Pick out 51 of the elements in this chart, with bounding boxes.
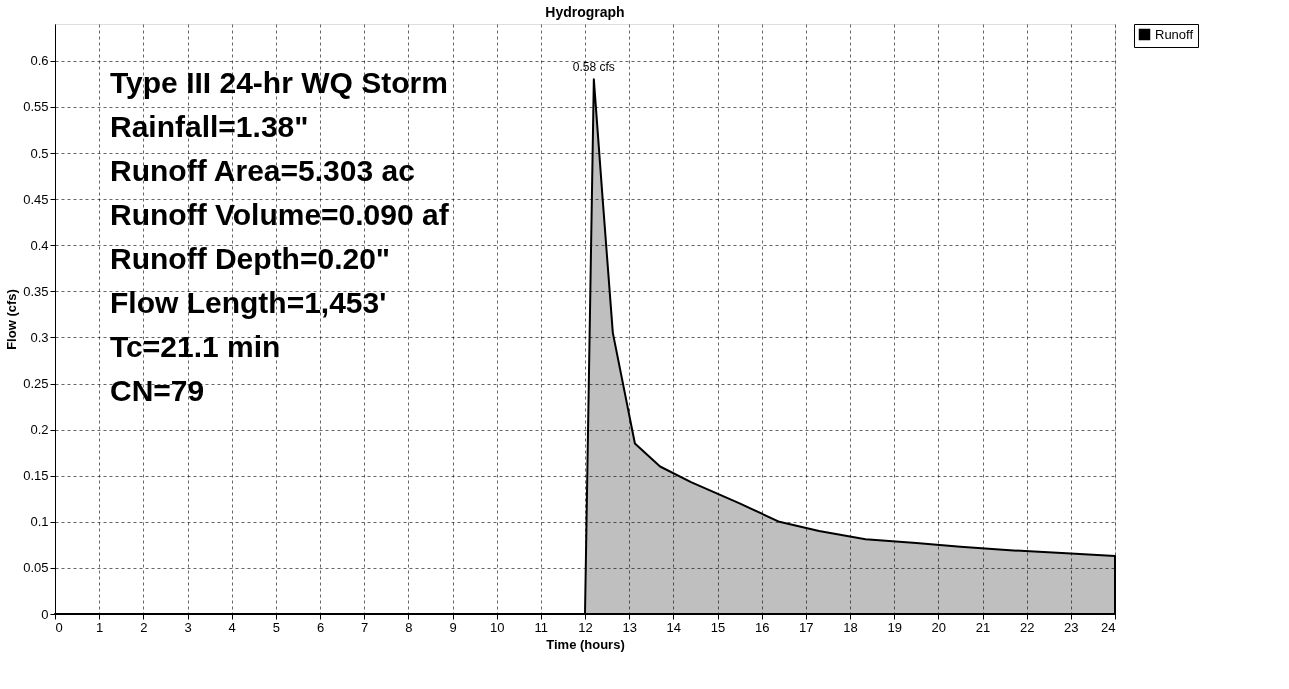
y-tick-label: 0.4 [30,237,49,253]
x-tick-label: 16 [754,619,770,635]
x-tick-label: 21 [975,619,991,635]
x-tick-label: 0 [55,619,63,635]
x-tick-label: 13 [622,619,637,635]
annotation: Tc=21.1 min [110,330,281,363]
y-tick-label: 0.3 [30,329,49,345]
annotation: Flow Length=1,453' [110,286,387,319]
x-tick-label: 1 [96,619,104,635]
chart-title: Hydrograph [545,3,625,20]
x-tick-label: 3 [184,619,192,635]
y-axis-title: Flow (cfs) [4,289,20,350]
y-tick-label: 0.55 [23,99,49,115]
x-tick-label: 22 [1019,619,1035,635]
annotation: Rainfall=1.38" [110,110,309,143]
y-tick-label: 0.1 [30,514,49,530]
x-tick-label: 20 [931,619,947,635]
x-tick-label: 5 [272,619,280,635]
y-tick-label: 0.6 [30,53,49,69]
y-tick-label: 0.15 [23,468,49,484]
x-tick-label: 8 [405,619,413,635]
x-tick-label: 9 [449,619,457,635]
x-tick-label: 12 [578,619,593,635]
y-tick-label: 0 [41,606,49,622]
x-tick-label: 18 [843,619,858,635]
legend-label: Runoff [1155,26,1194,42]
y-tick-label: 0.45 [23,191,49,207]
annotation: Runoff Depth=0.20" [110,242,391,275]
y-tick-label: 0.05 [23,560,49,576]
x-axis-title: Time (hours) [546,636,625,652]
x-tick-label: 23 [1064,619,1079,635]
x-tick-label: 11 [534,619,549,635]
annotation: CN=79 [110,374,205,407]
x-tick-label: 2 [140,619,148,635]
x-tick-label: 14 [666,619,682,635]
annotation: Runoff Volume=0.090 af [110,198,450,231]
y-tick-label: 0.25 [23,376,49,392]
y-tick-label: 0.5 [30,145,49,161]
x-tick-label: 10 [489,619,505,635]
y-tick-label: 0.35 [23,283,49,299]
annotation: Runoff Area=5.303 ac [110,154,415,187]
x-tick-label: 19 [887,619,902,635]
y-tick-label: 0.2 [30,422,49,438]
x-tick-label: 17 [799,619,814,635]
x-tick-label: 24 [1101,619,1116,635]
x-tick-label: 15 [710,619,726,635]
x-tick-label: 6 [316,619,325,635]
data-label: 0.58 cfs [572,60,615,75]
x-tick-label: 7 [361,619,369,635]
x-tick-label: 4 [228,619,236,635]
annotation: Type III 24-hr WQ Storm [110,66,448,99]
